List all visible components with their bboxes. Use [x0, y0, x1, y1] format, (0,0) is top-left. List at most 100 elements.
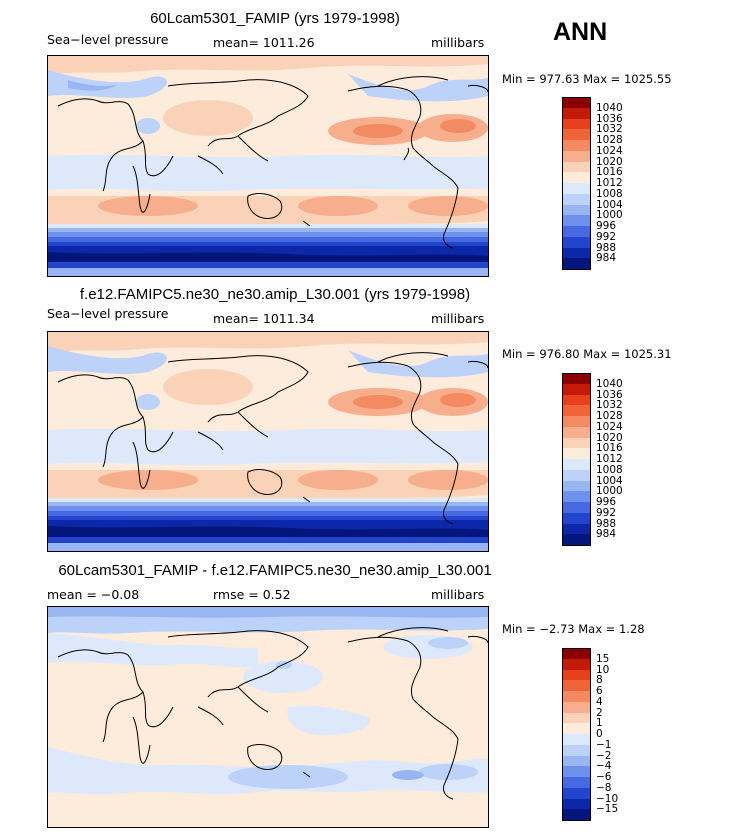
panel-3-units: millibars	[431, 587, 485, 602]
panel-2-map	[47, 331, 489, 552]
colorbar-level-label: 1012	[596, 177, 623, 189]
colorbar-swatch	[562, 129, 590, 141]
colorbar-level-label: 1004	[596, 198, 623, 211]
colorbar-swatch	[562, 766, 590, 778]
colorbar-frame	[562, 373, 591, 546]
colorbar-swatch	[562, 669, 590, 681]
colorbar-swatch	[562, 734, 590, 746]
colorbar-level-label: 4	[596, 695, 603, 708]
colorbar-level-label: 1024	[596, 420, 623, 433]
colorbar-swatch	[562, 448, 590, 460]
colorbar-swatch	[562, 809, 590, 821]
panel-2-variable-label: Sea−level pressure	[47, 306, 169, 321]
colorbar-level-label: 6	[596, 685, 603, 697]
colorbar-level-label: −4	[596, 760, 612, 773]
colorbar-level-label: 1040	[596, 101, 623, 114]
panel-1-variable-label: Sea−level pressure	[47, 32, 169, 47]
colorbar-level-label: 1000	[596, 209, 623, 222]
panel-3-colorbar: 15 10 8 6 4 2 1 0 −1 −2 −4 −6 −8 −10 −15	[562, 648, 618, 821]
colorbar-level-label: 1016	[596, 442, 623, 455]
colorbar-level-label: 1024	[596, 144, 623, 157]
colorbar-swatch	[562, 118, 590, 130]
colorbar-level-label: −1	[596, 738, 612, 751]
colorbar-swatch	[562, 416, 590, 428]
panel-3-rmse: rmse = 0.52	[213, 587, 291, 602]
panel-2-colorbar: 1040 1036 1032 1028 1024 1020 1016 1012 1008 1004…	[562, 373, 623, 546]
colorbar-swatch	[562, 405, 590, 417]
colorbar-swatch	[562, 680, 590, 692]
colorbar-level-label: 992	[596, 230, 617, 243]
panel-2-units: millibars	[431, 311, 485, 326]
colorbar-swatch	[562, 691, 590, 703]
colorbar-level-label: 1028	[596, 134, 623, 146]
colorbar-level-label: 8	[596, 674, 603, 687]
colorbar-swatch	[562, 491, 590, 503]
colorbar-level-label: 1036	[596, 388, 623, 401]
colorbar-swatch	[562, 658, 590, 670]
colorbar-swatch	[562, 744, 590, 756]
panel-1-colorbar: 1040 1036 1032 1028 1024 1020 1016 1012 1008 1004…	[562, 97, 623, 270]
colorbar-swatch	[562, 426, 590, 438]
colorbar-swatch	[562, 723, 590, 735]
panel-1-map	[47, 55, 489, 277]
colorbar-level-label: 996	[596, 496, 617, 508]
colorbar-swatch	[562, 648, 590, 660]
colorbar-level-label: 1032	[596, 123, 623, 136]
colorbar-swatch	[562, 502, 590, 514]
colorbar-swatch	[562, 394, 590, 406]
colorbar-level-label: 1040	[596, 377, 623, 390]
colorbar-swatch	[562, 97, 590, 109]
colorbar-level-label: 984	[596, 528, 617, 541]
panel-1-minmax: Min = 977.63 Max = 1025.55	[502, 72, 672, 86]
colorbar-swatch	[562, 215, 590, 227]
panel-2-mean: mean= 1011.34	[213, 311, 315, 326]
colorbar-swatch	[562, 755, 590, 767]
colorbar-level-label: 1008	[596, 463, 623, 476]
colorbar-level-label: 1	[596, 717, 603, 730]
colorbar-swatch	[562, 226, 590, 238]
panel-2-title: f.e12.FAMIPC5.ne30_ne30.amip_L30.001 (yr…	[79, 286, 471, 303]
colorbar-level-label: 1020	[596, 155, 623, 168]
season-label: ANN	[553, 18, 608, 46]
colorbar-swatch	[562, 798, 590, 810]
colorbar-swatch	[562, 480, 590, 492]
colorbar-level-label: 988	[596, 241, 617, 254]
colorbar-level-label: −15	[596, 803, 619, 816]
colorbar-level-label: 2	[596, 706, 603, 719]
colorbar-level-label: 0	[596, 728, 603, 740]
colorbar-frame	[562, 97, 591, 270]
colorbar-swatch	[562, 107, 590, 119]
colorbar-swatch	[562, 383, 590, 395]
colorbar-swatch	[562, 247, 590, 259]
colorbar-level-label: 996	[596, 220, 617, 232]
panel-2-minmax: Min = 976.80 Max = 1025.31	[502, 347, 672, 361]
colorbar-swatch	[562, 787, 590, 799]
colorbar-level-label: 1028	[596, 410, 623, 422]
panel-3-mean: mean = −0.08	[47, 587, 140, 602]
colorbar-level-label: 1036	[596, 112, 623, 125]
colorbar-level-label: 10	[596, 663, 610, 676]
panel-3-map	[47, 606, 489, 828]
panel-1-units: millibars	[431, 35, 485, 50]
colorbar-level-label: 15	[596, 652, 610, 665]
colorbar-frame	[562, 648, 591, 821]
colorbar-level-label: −10	[596, 792, 619, 805]
colorbar-level-label: −8	[596, 781, 612, 794]
colorbar-swatch	[562, 373, 590, 385]
colorbar-level-label: 1008	[596, 187, 623, 200]
colorbar-swatch	[562, 469, 590, 481]
colorbar-swatch	[562, 523, 590, 535]
colorbar-level-label: 988	[596, 517, 617, 530]
colorbar-swatch	[562, 258, 590, 270]
colorbar-level-label: 1016	[596, 166, 623, 179]
colorbar-level-label: 1004	[596, 474, 623, 487]
colorbar-swatch	[562, 172, 590, 184]
colorbar-swatch	[562, 459, 590, 471]
colorbar-swatch	[562, 193, 590, 205]
colorbar-swatch	[562, 437, 590, 449]
colorbar-level-label: 992	[596, 506, 617, 519]
colorbar-swatch	[562, 712, 590, 724]
colorbar-level-label: −2	[596, 749, 612, 762]
panel-3-minmax: Min = −2.73 Max = 1.28	[502, 622, 645, 636]
panel-1-mean: mean= 1011.26	[213, 35, 315, 50]
